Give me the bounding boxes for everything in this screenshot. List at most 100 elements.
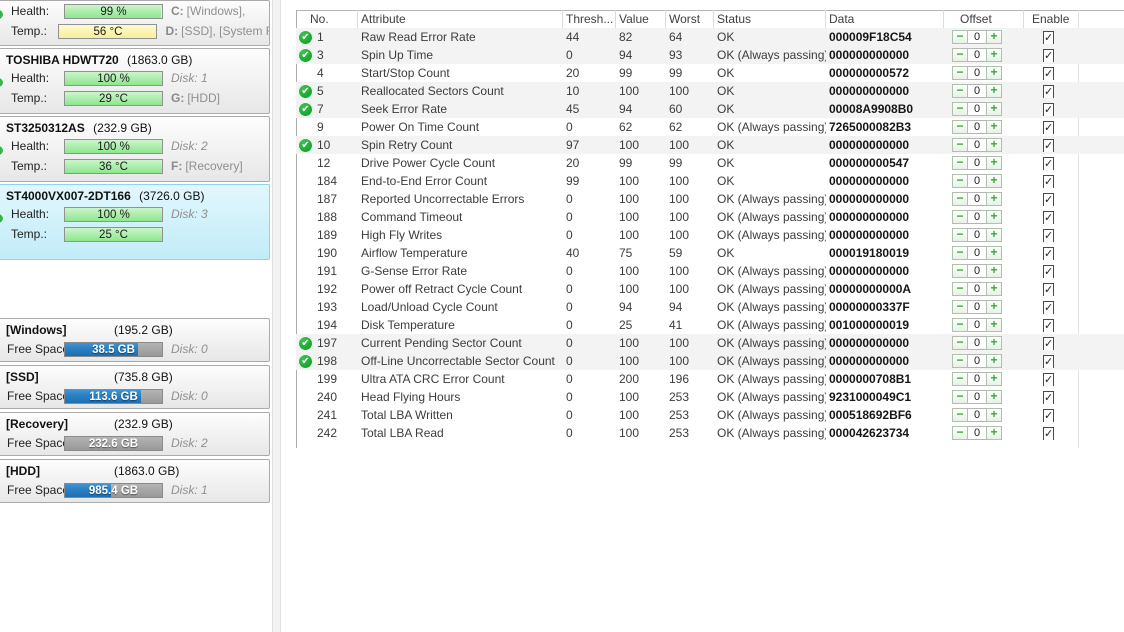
partition-panel[interactable]: [SSD] (735.8 GB) Free Space 113.6 GB Dis… (0, 365, 270, 409)
sidebar-scrollbar[interactable] (272, 0, 281, 632)
partition-panel[interactable]: [Recovery] (232.9 GB) Free Space 232.6 G… (0, 412, 270, 456)
table-row[interactable]: ✔ 1 Raw Read Error Rate 44 82 64 OK 0000… (296, 28, 1124, 46)
offset-minus-button[interactable]: − (952, 246, 968, 260)
table-row[interactable]: ✔ 188 Command Timeout 0 100 100 OK (Alwa… (296, 208, 1124, 226)
offset-plus-button[interactable]: + (986, 210, 1002, 224)
enable-checkbox[interactable]: ✓ (1043, 229, 1055, 242)
offset-minus-button[interactable]: − (952, 66, 968, 80)
table-row[interactable]: ✔ 193 Load/Unload Cycle Count 0 94 94 OK… (296, 298, 1124, 316)
enable-checkbox[interactable]: ✓ (1043, 31, 1055, 44)
enable-checkbox[interactable]: ✓ (1043, 157, 1055, 170)
offset-plus-button[interactable]: + (986, 84, 1002, 98)
table-row[interactable]: ✔ 4 Start/Stop Count 20 99 99 OK 0000000… (296, 64, 1124, 82)
disk-panel[interactable]: TOSHIBA HDWT720 (1863.0 GB) Health: 100 … (0, 48, 270, 114)
enable-checkbox[interactable]: ✓ (1043, 301, 1055, 314)
offset-minus-button[interactable]: − (952, 174, 968, 188)
table-row[interactable]: ✔ 10 Spin Retry Count 97 100 100 OK 0000… (296, 136, 1124, 154)
partition-panel[interactable]: [Windows] (195.2 GB) Free Space 38.5 GB … (0, 318, 270, 362)
offset-minus-button[interactable]: − (952, 138, 968, 152)
offset-plus-button[interactable]: + (986, 300, 1002, 314)
offset-plus-button[interactable]: + (986, 48, 1002, 62)
offset-minus-button[interactable]: − (952, 354, 968, 368)
offset-plus-button[interactable]: + (986, 228, 1002, 242)
offset-plus-button[interactable]: + (986, 66, 1002, 80)
enable-checkbox[interactable]: ✓ (1043, 193, 1055, 206)
offset-plus-button[interactable]: + (986, 246, 1002, 260)
table-row[interactable]: ✔ 7 Seek Error Rate 45 94 60 OK 00008A99… (296, 100, 1124, 118)
offset-plus-button[interactable]: + (986, 390, 1002, 404)
column-header-thresh[interactable]: Thresh... (563, 10, 616, 28)
column-header-status[interactable]: Status (714, 10, 826, 28)
offset-minus-button[interactable]: − (952, 156, 968, 170)
offset-plus-button[interactable]: + (986, 264, 1002, 278)
offset-plus-button[interactable]: + (986, 156, 1002, 170)
offset-plus-button[interactable]: + (986, 372, 1002, 386)
offset-plus-button[interactable]: + (986, 30, 1002, 44)
offset-minus-button[interactable]: − (952, 192, 968, 206)
table-row[interactable]: ✔ 191 G-Sense Error Rate 0 100 100 OK (A… (296, 262, 1124, 280)
enable-checkbox[interactable]: ✓ (1043, 265, 1055, 278)
enable-checkbox[interactable]: ✓ (1043, 283, 1055, 296)
offset-minus-button[interactable]: − (952, 318, 968, 332)
offset-plus-button[interactable]: + (986, 408, 1002, 422)
enable-checkbox[interactable]: ✓ (1043, 139, 1055, 152)
offset-minus-button[interactable]: − (952, 264, 968, 278)
offset-minus-button[interactable]: − (952, 300, 968, 314)
table-row[interactable]: ✔ 197 Current Pending Sector Count 0 100… (296, 334, 1124, 352)
enable-checkbox[interactable]: ✓ (1043, 49, 1055, 62)
offset-minus-button[interactable]: − (952, 84, 968, 98)
partition-panel[interactable]: [HDD] (1863.0 GB) Free Space 985.4 GB Di… (0, 459, 270, 503)
table-row[interactable]: ✔ 241 Total LBA Written 0 100 253 OK (Al… (296, 406, 1124, 424)
enable-checkbox[interactable]: ✓ (1043, 355, 1055, 368)
table-row[interactable]: ✔ 198 Off-Line Uncorrectable Sector Coun… (296, 352, 1124, 370)
enable-checkbox[interactable]: ✓ (1043, 247, 1055, 260)
column-header-offset[interactable]: Offset (944, 10, 1024, 28)
table-row[interactable]: ✔ 184 End-to-End Error Count 99 100 100 … (296, 172, 1124, 190)
table-row[interactable]: ✔ 192 Power off Retract Cycle Count 0 10… (296, 280, 1124, 298)
column-header-data[interactable]: Data (826, 10, 944, 28)
offset-minus-button[interactable]: − (952, 120, 968, 134)
offset-plus-button[interactable]: + (986, 120, 1002, 134)
column-header-value[interactable]: Value (616, 10, 666, 28)
disk-panel[interactable]: ST3250312AS (232.9 GB) Health: 100 % Dis… (0, 116, 270, 182)
offset-plus-button[interactable]: + (986, 282, 1002, 296)
offset-minus-button[interactable]: − (952, 30, 968, 44)
offset-minus-button[interactable]: − (952, 48, 968, 62)
offset-plus-button[interactable]: + (986, 192, 1002, 206)
table-row[interactable]: ✔ 3 Spin Up Time 0 94 93 OK (Always pass… (296, 46, 1124, 64)
enable-checkbox[interactable]: ✓ (1043, 175, 1055, 188)
enable-checkbox[interactable]: ✓ (1043, 409, 1055, 422)
offset-plus-button[interactable]: + (986, 174, 1002, 188)
offset-minus-button[interactable]: − (952, 408, 968, 422)
offset-minus-button[interactable]: − (952, 210, 968, 224)
table-row[interactable]: ✔ 190 Airflow Temperature 40 75 59 OK 00… (296, 244, 1124, 262)
table-row[interactable]: ✔ 12 Drive Power Cycle Count 20 99 99 OK… (296, 154, 1124, 172)
offset-plus-button[interactable]: + (986, 138, 1002, 152)
disk-panel[interactable]: Health: 99 % C: [Windows], Temp.: 56 °C D… (0, 0, 270, 46)
table-row[interactable]: ✔ 5 Reallocated Sectors Count 10 100 100… (296, 82, 1124, 100)
table-row[interactable]: ✔ 240 Head Flying Hours 0 100 253 OK (Al… (296, 388, 1124, 406)
offset-minus-button[interactable]: − (952, 282, 968, 296)
enable-checkbox[interactable]: ✓ (1043, 121, 1055, 134)
enable-checkbox[interactable]: ✓ (1043, 391, 1055, 404)
disk-panel[interactable]: ST4000VX007-2DT166 (3726.0 GB) Health: 1… (0, 184, 270, 260)
column-header-enable[interactable]: Enable (1032, 12, 1070, 26)
table-row[interactable]: ✔ 9 Power On Time Count 0 62 62 OK (Alwa… (296, 118, 1124, 136)
offset-minus-button[interactable]: − (952, 102, 968, 116)
table-row[interactable]: ✔ 199 Ultra ATA CRC Error Count 0 200 19… (296, 370, 1124, 388)
table-row[interactable]: ✔ 189 High Fly Writes 0 100 100 OK (Alwa… (296, 226, 1124, 244)
offset-minus-button[interactable]: − (952, 426, 968, 440)
enable-checkbox[interactable]: ✓ (1043, 67, 1055, 80)
column-header-attribute[interactable]: Attribute (358, 10, 563, 28)
column-header-worst[interactable]: Worst (666, 10, 714, 28)
table-row[interactable]: ✔ 242 Total LBA Read 0 100 253 OK (Alway… (296, 424, 1124, 442)
enable-checkbox[interactable]: ✓ (1043, 103, 1055, 116)
offset-plus-button[interactable]: + (986, 336, 1002, 350)
offset-minus-button[interactable]: − (952, 336, 968, 350)
enable-checkbox[interactable]: ✓ (1043, 319, 1055, 332)
enable-checkbox[interactable]: ✓ (1043, 85, 1055, 98)
offset-plus-button[interactable]: + (986, 318, 1002, 332)
table-row[interactable]: ✔ 194 Disk Temperature 0 25 41 OK (Alway… (296, 316, 1124, 334)
offset-plus-button[interactable]: + (986, 354, 1002, 368)
offset-minus-button[interactable]: − (952, 372, 968, 386)
